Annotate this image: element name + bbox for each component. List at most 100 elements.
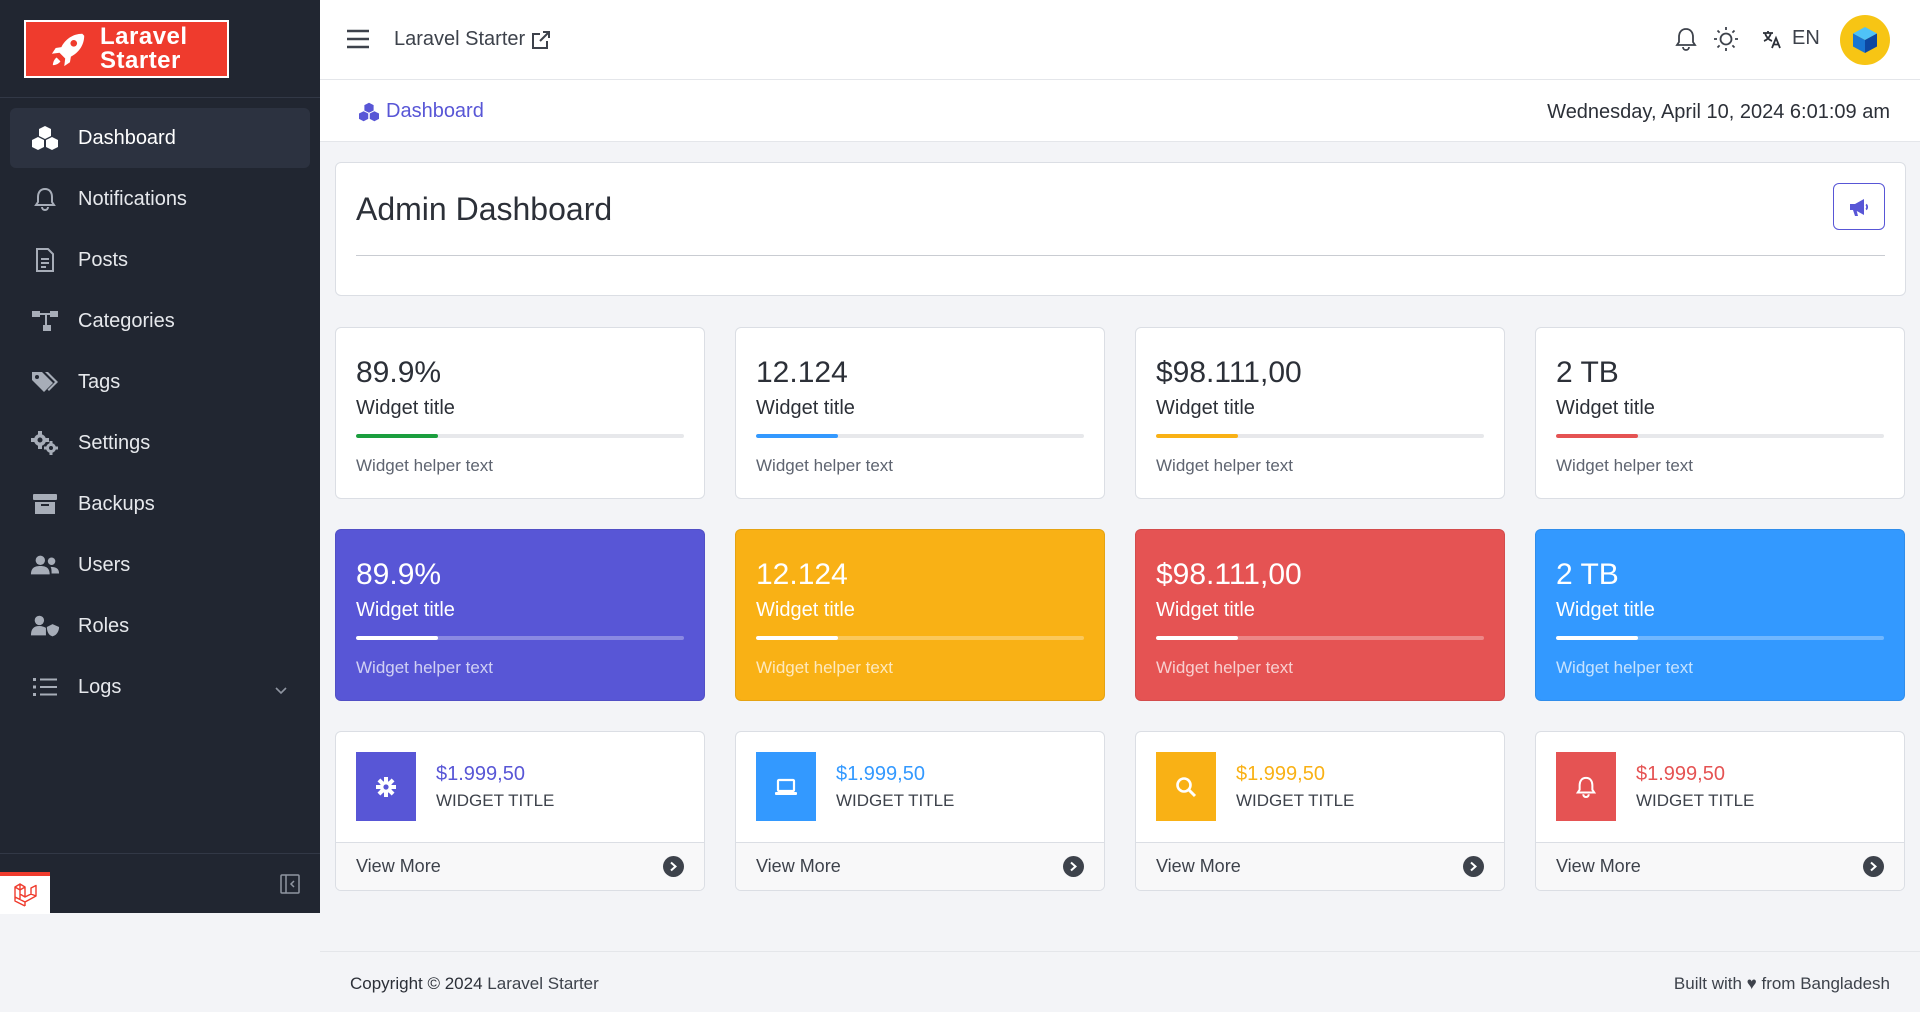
colored-progress-widget: 12.124 Widget title Widget helper text bbox=[735, 529, 1105, 701]
logo-line-2: Starter bbox=[100, 46, 181, 74]
icon-widget: $1.999,50 WIDGET TITLE View More bbox=[1535, 731, 1905, 891]
widget-value: $1.999,50 bbox=[1236, 763, 1325, 785]
widget-title: Widget title bbox=[1556, 397, 1655, 419]
chevron-right-circle-icon bbox=[1863, 856, 1884, 877]
sidebar-item-tags[interactable]: Tags bbox=[10, 352, 310, 412]
sidebar-item-categories[interactable]: Categories bbox=[10, 291, 310, 351]
sidebar-item-users[interactable]: Users bbox=[10, 535, 310, 595]
progress-widget: 12.124 Widget title Widget helper text bbox=[735, 327, 1105, 499]
user-avatar[interactable] bbox=[1840, 15, 1890, 65]
sidebar-item-label: Settings bbox=[78, 431, 151, 454]
progress-bar bbox=[756, 434, 1084, 438]
search-icon bbox=[1176, 776, 1197, 797]
sidebar-item-label: Notifications bbox=[78, 187, 187, 210]
progress-bar bbox=[356, 434, 684, 438]
app-home-link[interactable]: Laravel Starter bbox=[394, 28, 551, 51]
widget-title: WIDGET TITLE bbox=[1236, 791, 1355, 810]
sidebar: Laravel Starter Dashboard Notifications … bbox=[0, 0, 320, 914]
app-logo[interactable]: Laravel Starter bbox=[24, 19, 229, 78]
sidebar-item-label: Tags bbox=[78, 370, 121, 393]
widget-title: Widget title bbox=[756, 397, 855, 419]
copyright-prefix: Copyright © 2024 bbox=[350, 974, 483, 993]
breadcrumb[interactable]: Dashboard bbox=[358, 100, 484, 123]
widget-helper-text: Widget helper text bbox=[1556, 658, 1694, 677]
footer-brand-link[interactable]: Laravel Starter bbox=[487, 974, 599, 993]
view-more-link[interactable]: View More bbox=[1536, 842, 1904, 890]
sidebar-item-backups[interactable]: Backups bbox=[10, 474, 310, 534]
cubes-icon bbox=[30, 123, 60, 153]
menu-toggle-icon[interactable] bbox=[346, 28, 370, 55]
widget-value: 2 TB bbox=[1556, 356, 1619, 389]
announcement-button[interactable] bbox=[1833, 183, 1885, 230]
cube-logo-icon bbox=[1853, 27, 1877, 53]
sidebar-item-dashboard[interactable]: Dashboard bbox=[10, 108, 310, 168]
widget-value: 89.9% bbox=[356, 558, 442, 591]
progress-bar bbox=[1556, 636, 1884, 640]
widget-helper-text: Widget helper text bbox=[1156, 456, 1294, 475]
sidebar-item-logs[interactable]: Logs bbox=[10, 657, 310, 717]
bullhorn-icon bbox=[1850, 198, 1869, 216]
sidebar-item-label: Backups bbox=[78, 492, 155, 515]
sidebar-item-notifications[interactable]: Notifications bbox=[10, 169, 310, 229]
sidebar-footer bbox=[0, 853, 320, 914]
view-more-link[interactable]: View More bbox=[1136, 842, 1504, 890]
progress-fill bbox=[1556, 434, 1638, 438]
notifications-bell-icon[interactable] bbox=[1675, 27, 1697, 56]
progress-fill bbox=[756, 636, 838, 640]
laravel-logo-icon[interactable] bbox=[0, 872, 50, 914]
progress-fill bbox=[756, 434, 838, 438]
widget-title: Widget title bbox=[756, 599, 855, 621]
colored-progress-widget: $98.111,00 Widget title Widget helper te… bbox=[1135, 529, 1505, 701]
sidebar-collapse-icon[interactable] bbox=[280, 874, 300, 899]
user-shield-icon bbox=[30, 611, 60, 641]
view-more-label: View More bbox=[1156, 856, 1241, 876]
progress-fill bbox=[356, 434, 438, 438]
current-datetime: Wednesday, April 10, 2024 6:01:09 am bbox=[1547, 101, 1890, 123]
widget-value: $98.111,00 bbox=[1156, 356, 1302, 389]
bell-icon bbox=[30, 184, 60, 214]
sidebar-item-label: Posts bbox=[78, 248, 129, 271]
breadcrumb-label: Dashboard bbox=[386, 100, 484, 122]
widget-title: Widget title bbox=[1156, 397, 1255, 419]
app-name: Laravel Starter bbox=[394, 28, 526, 50]
view-more-link[interactable]: View More bbox=[736, 842, 1104, 890]
language-selector[interactable]: EN bbox=[1762, 27, 1820, 50]
widget-icon-box bbox=[756, 752, 816, 821]
progress-bar bbox=[1156, 434, 1484, 438]
built-with-text: Built with ♥ from Bangladesh bbox=[1673, 974, 1890, 993]
widget-helper-text: Widget helper text bbox=[756, 658, 894, 677]
file-text-icon bbox=[30, 245, 60, 275]
colored-progress-widget: 2 TB Widget title Widget helper text bbox=[1535, 529, 1905, 701]
sidebar-item-settings[interactable]: Settings bbox=[10, 413, 310, 473]
tags-icon bbox=[30, 367, 60, 397]
sidebar-item-roles[interactable]: Roles bbox=[10, 596, 310, 656]
language-code: EN bbox=[1792, 27, 1820, 49]
cubes-icon bbox=[359, 102, 379, 121]
logo-line-1: Laravel bbox=[100, 22, 188, 50]
progress-fill bbox=[356, 636, 438, 640]
widget-value: 12.124 bbox=[756, 558, 848, 591]
copyright-text: Copyright © 2024 Laravel Starter bbox=[350, 974, 599, 994]
progress-widget: $98.111,00 Widget title Widget helper te… bbox=[1135, 327, 1505, 499]
logo-text: Laravel Starter bbox=[100, 22, 188, 74]
breadcrumb-bar: Dashboard Wednesday, April 10, 2024 6:01… bbox=[320, 80, 1920, 142]
sidebar-item-posts[interactable]: Posts bbox=[10, 230, 310, 290]
chevron-right-circle-icon bbox=[1463, 856, 1484, 877]
widget-value: $1.999,50 bbox=[436, 763, 525, 785]
progress-bar bbox=[356, 636, 684, 640]
progress-bar bbox=[1556, 434, 1884, 438]
widget-title: Widget title bbox=[1156, 599, 1255, 621]
theme-sun-icon[interactable] bbox=[1713, 26, 1739, 57]
widget-helper-text: Widget helper text bbox=[356, 658, 494, 677]
view-more-link[interactable]: View More bbox=[336, 842, 704, 890]
progress-fill bbox=[1556, 636, 1638, 640]
widget-title: Widget title bbox=[356, 397, 455, 419]
divider bbox=[356, 255, 1885, 256]
view-more-label: View More bbox=[356, 856, 441, 876]
sidebar-brand: Laravel Starter bbox=[0, 0, 320, 98]
widget-helper-text: Widget helper text bbox=[1156, 658, 1294, 677]
progress-widget: 89.9% Widget title Widget helper text bbox=[335, 327, 705, 499]
sidebar-item-label: Roles bbox=[78, 614, 130, 637]
bell-icon bbox=[1576, 776, 1596, 798]
page-footer: Copyright © 2024 Laravel Starter Built w… bbox=[320, 951, 1920, 1012]
